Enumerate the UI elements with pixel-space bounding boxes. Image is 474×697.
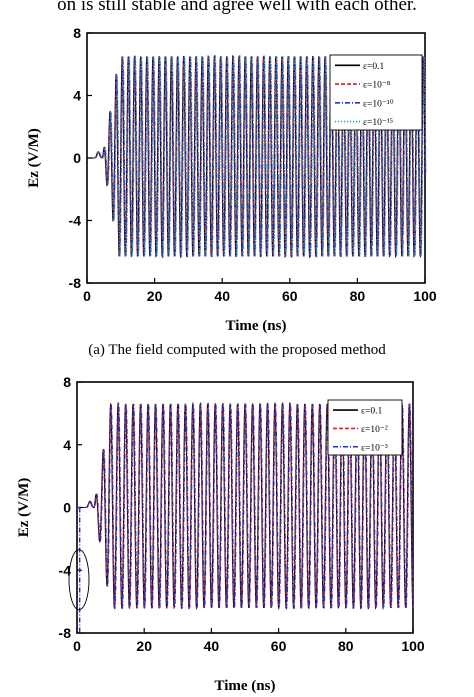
legend-label: ε=10⁻² <box>361 425 388 435</box>
series-line <box>94 54 427 259</box>
y-tick-label: -4 <box>69 213 82 229</box>
x-tick-label: 100 <box>413 288 437 304</box>
legend-label: ε=10⁻³ <box>361 443 388 453</box>
x-tick-label: 0 <box>73 638 81 654</box>
top-text-fragment: on is still stable and agree well with e… <box>57 0 417 15</box>
y-tick-label: 8 <box>73 25 81 41</box>
x-tick-label: 80 <box>350 288 366 304</box>
y-tick-label: -4 <box>59 562 72 578</box>
y-tick-label: 0 <box>63 500 71 516</box>
x-tick-label: 40 <box>214 288 230 304</box>
x-tick-label: 20 <box>136 638 152 654</box>
y-tick-label: 4 <box>63 437 71 453</box>
x-tick-label: 80 <box>338 638 354 654</box>
legend-label: ε=0.1 <box>363 62 384 72</box>
legend-label: ε=10⁻¹⁰ <box>363 98 394 109</box>
legend-label: ε=10⁻⁸ <box>363 81 390 91</box>
series-line <box>94 54 426 259</box>
legend-label: ε=0.1 <box>361 407 382 417</box>
x-axis-label: Time (ns) <box>215 678 276 694</box>
x-axis-label: Time (ns) <box>226 318 287 334</box>
x-tick-label: 20 <box>147 288 163 304</box>
y-axis-label: Ez (V/M) <box>16 478 32 538</box>
caption-a: (a) The field computed with the proposed… <box>88 342 386 358</box>
y-tick-label: 4 <box>73 88 81 104</box>
legend-label: ε=10⁻¹⁵ <box>363 118 393 128</box>
x-tick-label: 100 <box>401 638 425 654</box>
y-axis-label: Ez (V/M) <box>26 128 42 188</box>
y-tick-label: -8 <box>59 625 72 641</box>
legend-box <box>329 54 423 131</box>
y-tick-label: 8 <box>63 374 71 390</box>
y-tick-label: -8 <box>69 275 82 291</box>
x-tick-label: 60 <box>282 288 298 304</box>
x-tick-label: 40 <box>204 638 220 654</box>
y-tick-label: 0 <box>73 150 81 166</box>
legend-box <box>327 399 403 456</box>
x-tick-label: 0 <box>83 288 91 304</box>
annotation-ellipse <box>68 549 90 611</box>
x-tick-label: 60 <box>271 638 287 654</box>
